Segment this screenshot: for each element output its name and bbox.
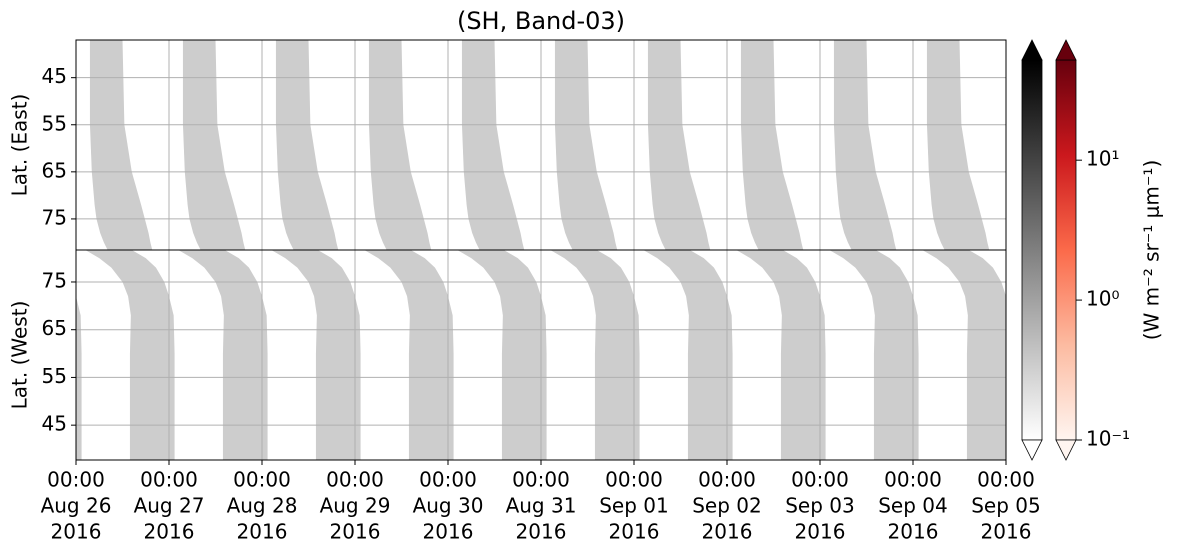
swath	[457, 250, 547, 460]
colorbar	[1021, 59, 1043, 441]
swath	[85, 250, 175, 460]
chart-title: (SH, Band-03)	[457, 7, 625, 35]
colorbar-extend-min	[1021, 439, 1043, 461]
swath	[647, 40, 711, 250]
x-tick-label: 2016	[888, 520, 939, 544]
x-tick-label: Sep 01	[599, 494, 669, 518]
x-tick-label: 00:00	[512, 468, 570, 492]
y-tick-label: 75	[42, 268, 67, 292]
x-tick-label: Aug 31	[506, 494, 577, 518]
x-tick-label: 00:00	[977, 468, 1035, 492]
x-tick-label: Sep 03	[785, 494, 855, 518]
x-tick-label: Sep 05	[971, 494, 1041, 518]
x-tick-label: 2016	[981, 520, 1032, 544]
y-tick-label: 55	[42, 364, 67, 388]
colorbar-tick-label: 10⁻¹	[1086, 427, 1130, 451]
swath	[89, 40, 153, 250]
x-tick-label: 00:00	[884, 468, 942, 492]
swath	[271, 250, 361, 460]
y-tick-label: 45	[42, 412, 67, 436]
colorbar-extend-min	[1055, 439, 1077, 461]
swath	[643, 250, 733, 460]
y-tick-label: 45	[42, 64, 67, 88]
y-axis-label: Lat. (East)	[8, 94, 32, 197]
swath	[926, 40, 990, 250]
swath	[829, 250, 919, 460]
x-tick-label: 2016	[144, 520, 195, 544]
swath	[76, 296, 82, 460]
swath	[740, 40, 804, 250]
colorbar-extend-max	[1055, 39, 1077, 61]
x-tick-label: Sep 04	[878, 494, 948, 518]
y-tick-label: 75	[42, 205, 67, 229]
swath	[736, 250, 826, 460]
swath	[554, 40, 618, 250]
x-tick-label: 2016	[51, 520, 102, 544]
x-tick-label: 00:00	[605, 468, 663, 492]
x-tick-label: 00:00	[419, 468, 477, 492]
x-tick-label: 2016	[237, 520, 288, 544]
colorbar-tick-label: 10¹	[1086, 147, 1119, 171]
panel	[76, 250, 1006, 460]
x-tick-label: 2016	[516, 520, 567, 544]
colorbar	[1055, 59, 1077, 441]
x-tick-label: Aug 29	[320, 494, 391, 518]
x-tick-label: 00:00	[140, 468, 198, 492]
x-tick-label: 00:00	[326, 468, 384, 492]
x-tick-label: Aug 26	[41, 494, 112, 518]
x-tick-label: 2016	[795, 520, 846, 544]
colorbar-extend-max	[1021, 39, 1043, 61]
x-tick-label: 00:00	[47, 468, 105, 492]
x-tick-label: Aug 30	[413, 494, 484, 518]
x-tick-label: 2016	[609, 520, 660, 544]
x-tick-label: 00:00	[233, 468, 291, 492]
swath	[178, 250, 268, 460]
x-tick-label: Sep 02	[692, 494, 762, 518]
colorbar-tick-label: 10⁰	[1086, 287, 1119, 311]
x-tick-label: 2016	[702, 520, 753, 544]
swath	[275, 40, 339, 250]
x-tick-label: 00:00	[698, 468, 756, 492]
swath	[368, 40, 432, 250]
swath	[364, 250, 454, 460]
panel	[89, 40, 990, 250]
swath	[182, 40, 246, 250]
y-tick-label: 65	[42, 158, 67, 182]
swath	[461, 40, 525, 250]
x-tick-label: Aug 27	[134, 494, 205, 518]
x-tick-label: 2016	[423, 520, 474, 544]
swath	[922, 250, 1006, 460]
y-tick-label: 55	[42, 111, 67, 135]
swath	[550, 250, 640, 460]
y-axis-label: Lat. (West)	[8, 301, 32, 410]
x-tick-label: 00:00	[791, 468, 849, 492]
colorbar-label: (W m⁻² sr⁻¹ μm⁻¹)	[1140, 160, 1164, 341]
y-tick-label: 65	[42, 316, 67, 340]
swath	[833, 40, 897, 250]
x-tick-label: Aug 28	[227, 494, 298, 518]
x-tick-label: 2016	[330, 520, 381, 544]
